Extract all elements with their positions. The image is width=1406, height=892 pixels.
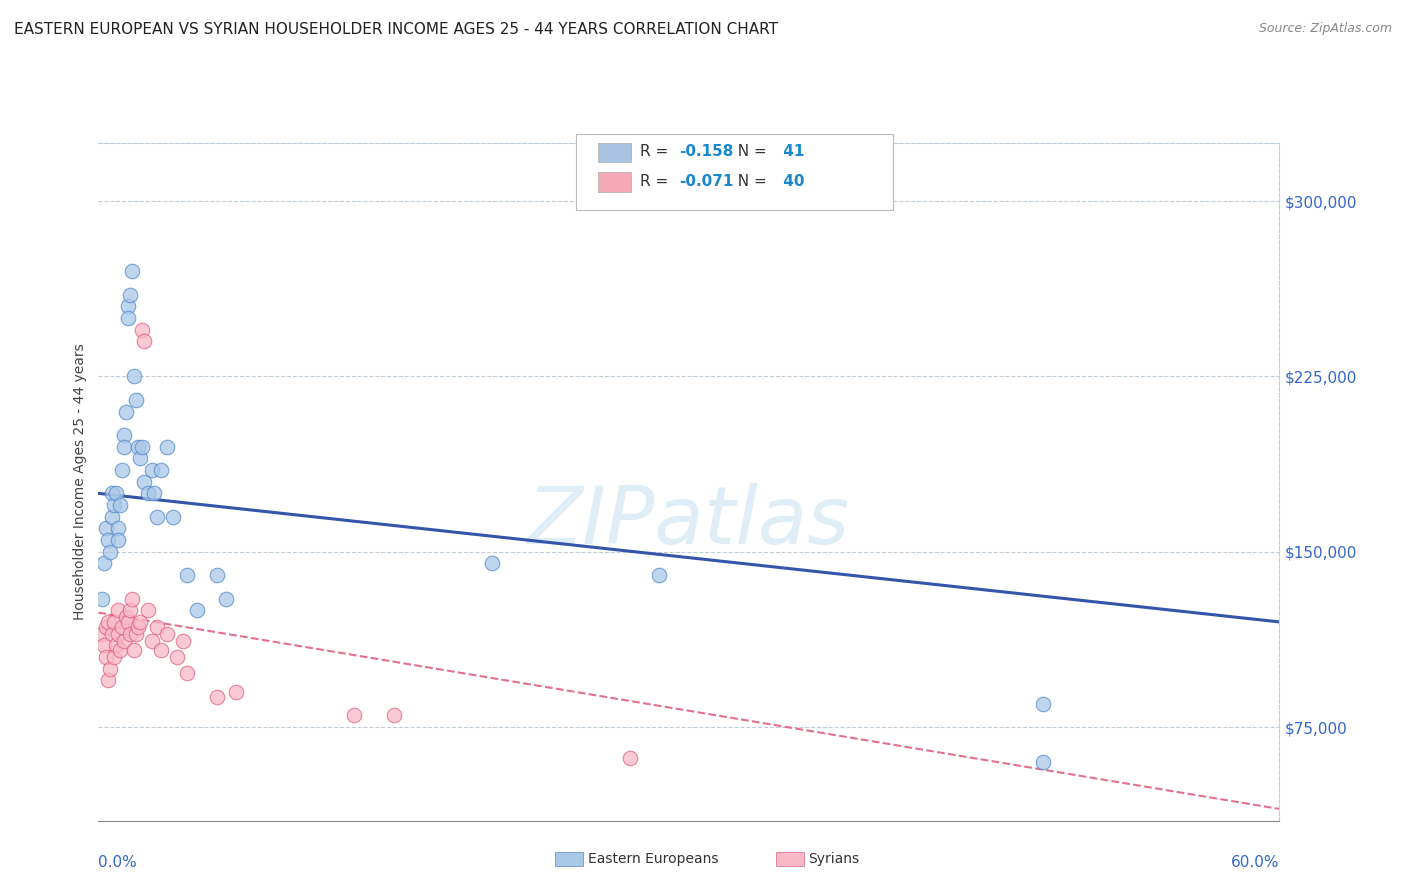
Point bbox=[115, 404, 138, 418]
Point bbox=[215, 591, 238, 606]
Point bbox=[107, 603, 129, 617]
Point bbox=[225, 685, 247, 699]
Point bbox=[96, 619, 118, 633]
Point bbox=[156, 440, 179, 454]
Point bbox=[105, 486, 128, 500]
Point bbox=[112, 440, 135, 454]
Point bbox=[141, 463, 163, 477]
Point bbox=[117, 299, 139, 313]
Point bbox=[121, 591, 143, 606]
Text: 0.0%: 0.0% bbox=[98, 855, 138, 870]
Text: 40: 40 bbox=[778, 174, 804, 188]
Point bbox=[176, 666, 198, 681]
Point bbox=[111, 463, 134, 477]
Point bbox=[118, 287, 141, 301]
Point bbox=[101, 486, 124, 500]
Point bbox=[103, 615, 125, 629]
Point bbox=[205, 568, 228, 582]
Point bbox=[481, 557, 503, 571]
Text: R =: R = bbox=[640, 174, 673, 188]
Point bbox=[97, 533, 120, 548]
Point bbox=[93, 638, 115, 652]
Point bbox=[127, 440, 149, 454]
Text: N =: N = bbox=[728, 145, 772, 159]
Point bbox=[150, 463, 173, 477]
Point bbox=[1032, 755, 1054, 769]
Point bbox=[131, 440, 153, 454]
Point bbox=[125, 392, 148, 407]
Text: Eastern Europeans: Eastern Europeans bbox=[588, 852, 718, 866]
Point bbox=[108, 498, 131, 512]
Point bbox=[136, 603, 159, 617]
Point bbox=[105, 638, 128, 652]
Point bbox=[128, 615, 150, 629]
Point bbox=[98, 545, 121, 559]
Point bbox=[128, 451, 150, 466]
Point bbox=[107, 521, 129, 535]
Text: N =: N = bbox=[728, 174, 772, 188]
Point bbox=[150, 643, 173, 657]
Point bbox=[103, 650, 125, 665]
Point bbox=[132, 475, 155, 489]
Point bbox=[131, 323, 153, 337]
Point bbox=[176, 568, 198, 582]
Text: Source: ZipAtlas.com: Source: ZipAtlas.com bbox=[1258, 22, 1392, 36]
Point bbox=[186, 603, 208, 617]
Text: 41: 41 bbox=[778, 145, 804, 159]
Point bbox=[101, 509, 124, 524]
Text: -0.158: -0.158 bbox=[679, 145, 734, 159]
Point bbox=[132, 334, 155, 349]
Point bbox=[146, 509, 169, 524]
Point bbox=[205, 690, 228, 704]
Point bbox=[96, 521, 118, 535]
Point bbox=[619, 750, 641, 764]
Point bbox=[112, 428, 135, 442]
Point bbox=[1032, 697, 1054, 711]
Point bbox=[97, 673, 120, 688]
Point bbox=[142, 486, 165, 500]
Point bbox=[382, 708, 405, 723]
Point bbox=[127, 619, 149, 633]
Point bbox=[648, 568, 671, 582]
Point bbox=[166, 650, 188, 665]
Point bbox=[343, 708, 366, 723]
Point bbox=[91, 591, 114, 606]
Point bbox=[136, 486, 159, 500]
Point bbox=[115, 610, 138, 624]
Point bbox=[97, 615, 120, 629]
Point bbox=[91, 626, 114, 640]
Text: ZIPatlas: ZIPatlas bbox=[527, 483, 851, 561]
Point bbox=[93, 557, 115, 571]
Point bbox=[141, 633, 163, 648]
Point bbox=[172, 633, 194, 648]
Point bbox=[117, 311, 139, 326]
Y-axis label: Householder Income Ages 25 - 44 years: Householder Income Ages 25 - 44 years bbox=[73, 343, 87, 620]
Point bbox=[98, 662, 121, 676]
Point bbox=[146, 619, 169, 633]
Text: EASTERN EUROPEAN VS SYRIAN HOUSEHOLDER INCOME AGES 25 - 44 YEARS CORRELATION CHA: EASTERN EUROPEAN VS SYRIAN HOUSEHOLDER I… bbox=[14, 22, 778, 37]
Point bbox=[122, 643, 145, 657]
Point bbox=[118, 626, 141, 640]
Point bbox=[101, 626, 124, 640]
Point bbox=[96, 650, 118, 665]
Point bbox=[122, 369, 145, 384]
Point bbox=[156, 626, 179, 640]
Point bbox=[108, 643, 131, 657]
Text: 60.0%: 60.0% bbox=[1232, 855, 1279, 870]
Point bbox=[125, 626, 148, 640]
Point bbox=[117, 615, 139, 629]
Text: R =: R = bbox=[640, 145, 673, 159]
Point bbox=[118, 603, 141, 617]
Point bbox=[162, 509, 184, 524]
Point bbox=[111, 619, 134, 633]
Point bbox=[112, 633, 135, 648]
Text: Syrians: Syrians bbox=[808, 852, 859, 866]
Text: -0.071: -0.071 bbox=[679, 174, 734, 188]
Point bbox=[103, 498, 125, 512]
Point bbox=[121, 264, 143, 278]
Point bbox=[107, 626, 129, 640]
Point bbox=[107, 533, 129, 548]
